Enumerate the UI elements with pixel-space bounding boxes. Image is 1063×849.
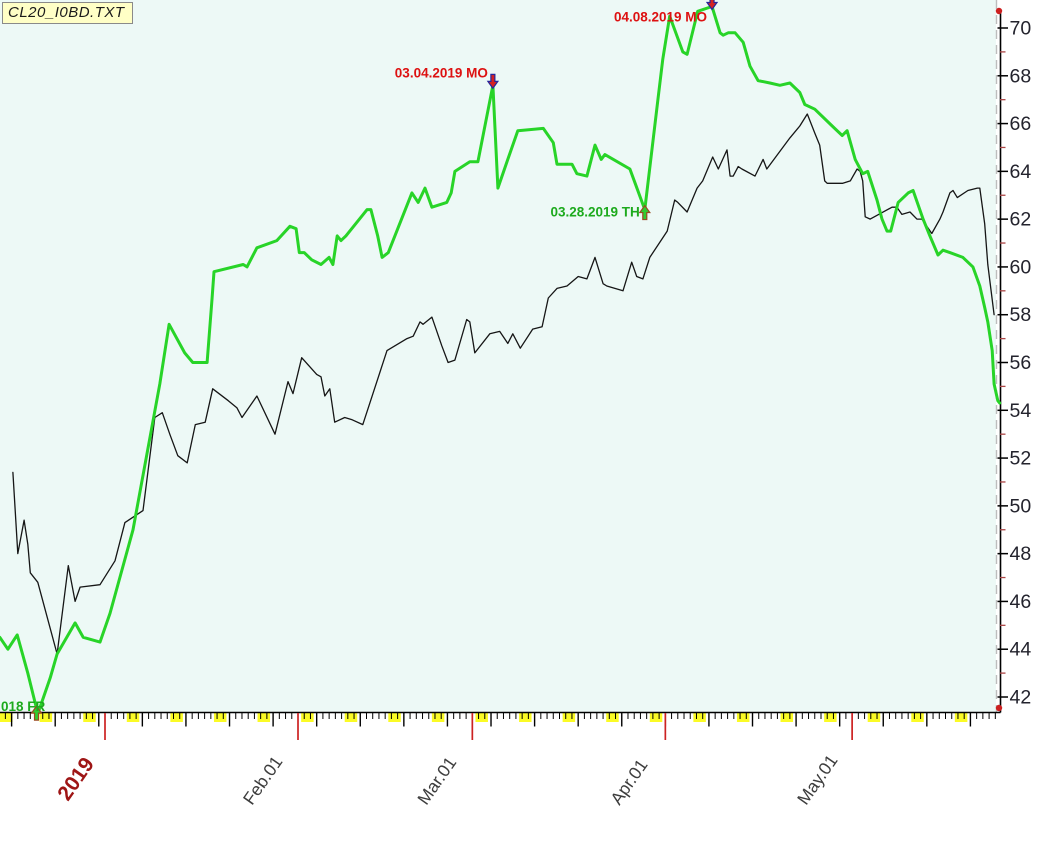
weekend-highlight (824, 713, 837, 722)
weekend-highlight (170, 713, 183, 722)
y-tick-label: 52 (1010, 448, 1032, 470)
month-axis-label: Apr.01 (606, 755, 651, 808)
month-axis-label: May.01 (793, 751, 842, 808)
weekend-highlight (257, 713, 271, 722)
y-tick-label: 68 (1010, 65, 1032, 87)
weekend-highlight (431, 713, 445, 722)
marker-date-annotation: 03.04.2019 MO (395, 65, 488, 80)
weekend-highlight (344, 713, 358, 722)
peak-arrow-marker (705, 0, 719, 11)
y-tick-label: 60 (1010, 256, 1032, 278)
weekend-highlight (911, 713, 924, 722)
marker-date-annotation: 018 FR (1, 699, 46, 714)
seasonal-green-line (0, 5, 1002, 716)
weekend-highlight (954, 713, 968, 722)
month-axis-label: Feb.01 (239, 752, 287, 808)
weekend-highlight (388, 713, 401, 722)
weekend-highlight (301, 713, 314, 722)
weekend-highlight (519, 713, 532, 722)
y-tick-label: 64 (1010, 161, 1032, 183)
weekend-highlight (780, 713, 794, 722)
marker-date-annotation: 03.28.2019 TH (550, 205, 639, 220)
weekend-highlight (39, 713, 53, 722)
weekend-highlight (867, 713, 881, 722)
marker-date-annotation: 04.08.2019 MO (614, 9, 707, 24)
y-tick-label: 44 (1010, 639, 1032, 661)
weekend-highlight (562, 713, 576, 722)
y-tick-label: 70 (1010, 18, 1032, 40)
y-axis: 42 44 46 48 50 52 54 56 58 60 62 64 66 68 70 (997, 11, 1032, 713)
y-tick-label: 56 (1010, 352, 1032, 374)
trough-arrow-marker (638, 204, 651, 221)
y-tick-label: 58 (1010, 304, 1032, 326)
chart-file-title: CL20_I0BD.TXT (2, 2, 133, 24)
plot-background (0, 0, 996, 712)
y-tick-label: 42 (1010, 687, 1032, 709)
price-black-line (12, 113, 995, 655)
y-tick-label: 46 (1010, 591, 1032, 613)
weekend-highlight (213, 713, 227, 722)
peak-arrow-marker (486, 73, 500, 90)
y-tick-label: 62 (1010, 209, 1032, 231)
weekend-highlight (126, 713, 140, 722)
weekend-highlight (693, 713, 706, 722)
weekend-highlight (606, 713, 619, 722)
trough-arrow-marker (30, 705, 43, 721)
weekend-highlight (475, 713, 488, 722)
weekend-highlight (736, 713, 750, 722)
axis-scroll-dot-bottom[interactable] (995, 704, 1003, 712)
y-tick-label: 48 (1010, 543, 1032, 565)
month-axis-label: Mar.01 (413, 753, 460, 808)
y-tick-label: 66 (1010, 113, 1032, 135)
x-axis: 2019 Feb.01 Mar.01 Apr.01 May.01 (0, 711, 1001, 808)
axis-scroll-dot-top[interactable] (995, 7, 1003, 15)
weekend-highlight (649, 713, 663, 722)
y-tick-label: 54 (1010, 400, 1032, 422)
year-axis-label: 2019 (53, 753, 99, 804)
y-tick-label: 50 (1010, 495, 1032, 517)
weekend-highlight (83, 713, 96, 722)
weekend-highlight (0, 713, 13, 722)
